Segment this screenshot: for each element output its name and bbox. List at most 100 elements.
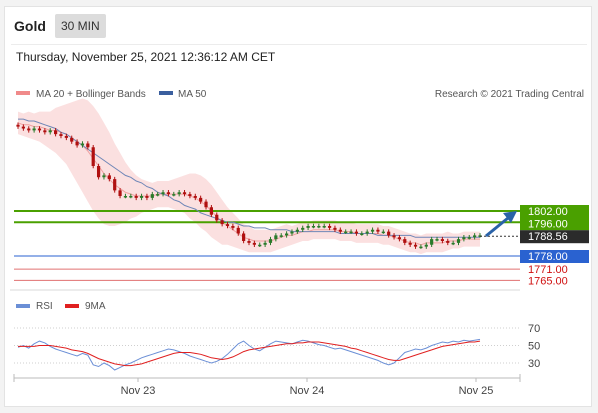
candle-body [242, 233, 246, 241]
candle-body [349, 231, 353, 234]
candle-body [113, 179, 117, 191]
candle-body [64, 136, 68, 138]
candle [236, 225, 240, 236]
candle-body [322, 226, 326, 228]
candle [311, 223, 316, 229]
candle-body [134, 196, 138, 198]
candle [317, 223, 321, 229]
price-tag-1802.00: 1802.00 [528, 206, 568, 218]
candle-body [43, 130, 47, 133]
projection-arrow-shaft [485, 216, 509, 238]
candle-body [54, 130, 58, 135]
candle [462, 235, 466, 242]
candle-body [139, 196, 144, 198]
candle [16, 122, 20, 129]
candle [285, 231, 289, 238]
timeframe-button[interactable]: 30 MIN [55, 14, 106, 38]
legend-swatch-9ma [65, 304, 79, 308]
candle [166, 190, 171, 197]
candle [467, 235, 471, 240]
candle-body [172, 194, 176, 196]
candle-body [209, 207, 213, 215]
instrument-title: Gold [14, 18, 46, 34]
candle-body [37, 128, 42, 131]
candle [322, 223, 326, 229]
candle-body [419, 246, 423, 249]
candle [86, 141, 90, 150]
candle [446, 238, 450, 246]
candle-body [285, 233, 289, 236]
candle-body [413, 244, 418, 247]
candle-body [301, 227, 305, 230]
candle [365, 229, 369, 236]
candle [220, 218, 224, 227]
candle-body [397, 237, 402, 240]
candle-body [118, 190, 122, 196]
candle [91, 145, 95, 169]
candle [172, 191, 176, 197]
candle [156, 191, 160, 197]
candle-body [129, 196, 133, 198]
price-tag-1778.00: 1778.00 [528, 251, 568, 263]
timestamp: Thursday, November 25, 2021 12:36:12 AM … [16, 50, 276, 64]
candle [360, 231, 364, 236]
candle-body [263, 242, 267, 245]
candle [107, 173, 111, 182]
candle-body [333, 227, 337, 230]
candle [145, 193, 149, 201]
candle [440, 236, 444, 244]
price-tag-bg-1802.00 [520, 205, 589, 218]
candle-body [317, 226, 321, 228]
candle [451, 240, 455, 246]
legend-label-9ma: 9MA [85, 301, 106, 312]
candle [75, 139, 79, 148]
candle-body [236, 227, 240, 234]
candle-body [91, 147, 95, 166]
candle-body [258, 244, 262, 247]
candle [279, 233, 283, 238]
candle [64, 133, 68, 141]
candle-body [102, 175, 106, 178]
candle-body [59, 134, 63, 136]
price-tag-1788.56: 1788.56 [528, 231, 568, 243]
candle-body [199, 197, 203, 202]
candle-body [268, 239, 273, 243]
candle [102, 173, 106, 180]
candle [129, 193, 133, 199]
candle-body [156, 194, 160, 196]
candle-body [370, 229, 375, 232]
candle [252, 240, 256, 247]
candle-body [16, 124, 20, 127]
x-axis: Nov 23 Nov 24 Nov 25 [13, 374, 521, 397]
candle [242, 231, 246, 244]
bollinger-band [18, 98, 480, 255]
price-tag-bg-1788.56 [520, 230, 589, 244]
candle-body [161, 192, 165, 195]
candle [193, 193, 197, 201]
candle-body [451, 242, 455, 245]
candle-body [145, 196, 149, 198]
candle [306, 223, 310, 231]
candle [59, 131, 63, 139]
candle-body [70, 137, 74, 142]
candle [231, 223, 235, 231]
candle [370, 227, 375, 234]
candle-body [290, 231, 294, 234]
candle [139, 193, 144, 201]
candle [32, 126, 36, 133]
candle-body [338, 229, 342, 232]
candle-body [365, 231, 369, 234]
candle [338, 227, 342, 234]
candle [424, 242, 428, 249]
candle-body [21, 126, 25, 129]
candle [354, 229, 359, 236]
candle [301, 225, 305, 232]
candle-body [430, 239, 434, 245]
candle-body [456, 239, 461, 243]
candle [177, 190, 181, 197]
candle-body [188, 194, 192, 196]
candle [182, 190, 187, 197]
candle-body [107, 175, 111, 180]
x-tick-label: Nov 24 [290, 385, 325, 397]
